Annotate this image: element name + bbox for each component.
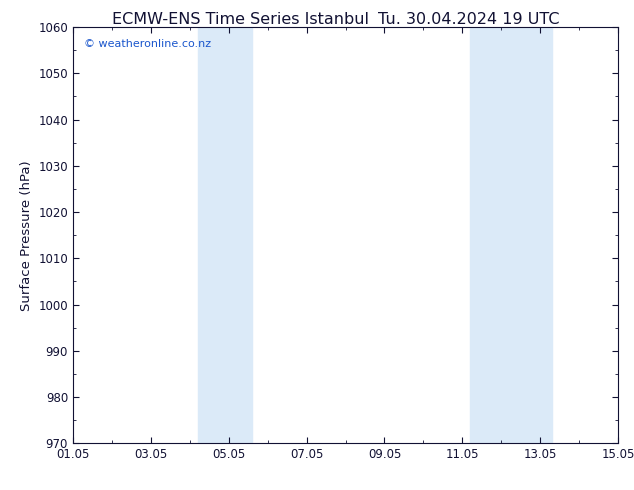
Text: Tu. 30.04.2024 19 UTC: Tu. 30.04.2024 19 UTC <box>378 12 560 27</box>
Y-axis label: Surface Pressure (hPa): Surface Pressure (hPa) <box>20 160 33 311</box>
Bar <box>470 27 552 443</box>
Text: ECMW-ENS Time Series Istanbul: ECMW-ENS Time Series Istanbul <box>112 12 370 27</box>
Bar <box>198 27 252 443</box>
Text: © weatheronline.co.nz: © weatheronline.co.nz <box>84 40 211 49</box>
